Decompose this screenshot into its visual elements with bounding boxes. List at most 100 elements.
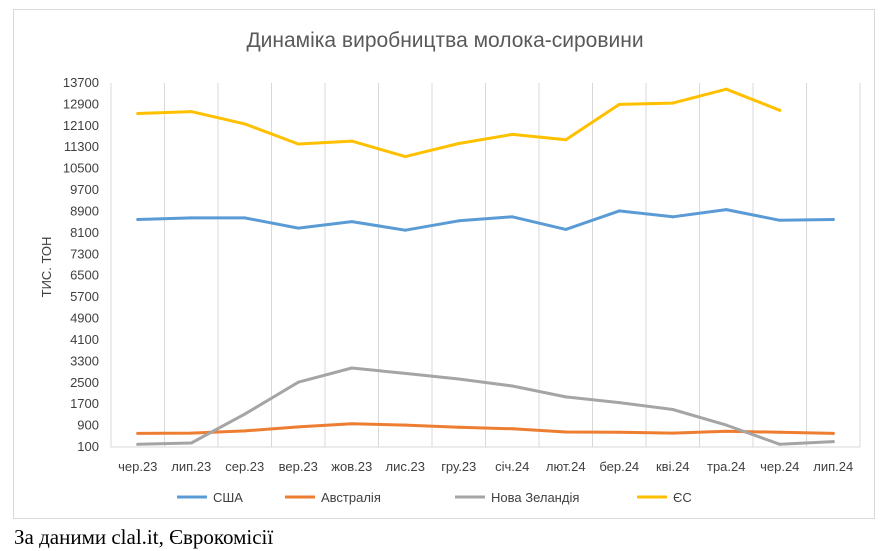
- series-line-eu: [136, 87, 782, 159]
- data-point-usa: [617, 209, 621, 213]
- legend: США Австралія Нова Зеландія ЄС: [177, 490, 692, 505]
- data-point-new-zealand: [457, 377, 461, 381]
- data-point-new-zealand: [724, 423, 728, 427]
- data-point-australia: [617, 430, 621, 434]
- legend-item: ЄС: [637, 490, 692, 505]
- data-point-usa: [564, 227, 568, 231]
- data-point-usa: [243, 216, 247, 220]
- data-point-australia: [189, 431, 193, 435]
- data-point-usa: [189, 216, 193, 220]
- x-tick-label: кві.24: [656, 459, 690, 474]
- data-point-australia: [724, 429, 728, 433]
- y-tick-label: 2500: [70, 375, 99, 390]
- data-point-eu: [617, 102, 621, 106]
- data-point-australia: [296, 425, 300, 429]
- data-point-usa: [403, 228, 407, 232]
- data-point-usa: [724, 208, 728, 212]
- data-point-eu: [350, 139, 354, 143]
- data-point-usa: [831, 218, 835, 221]
- data-point-australia: [831, 431, 835, 435]
- x-tick-label: лип.24: [813, 459, 853, 474]
- data-point-eu: [189, 110, 193, 114]
- series-line-new-zealand: [136, 366, 835, 446]
- data-point-eu: [457, 141, 461, 145]
- y-tick-label: 7300: [70, 246, 99, 261]
- data-point-eu: [671, 101, 675, 105]
- data-point-new-zealand: [617, 401, 621, 405]
- chart-frame: Динаміка виробництва молока-сировини ТИС…: [13, 9, 875, 519]
- x-axis-ticks: чер.23 лип.23 сер.23 вер.23 жов.23 лис.23 гру.…: [118, 459, 853, 474]
- data-point-new-zealand: [831, 440, 835, 444]
- data-point-australia: [510, 427, 514, 431]
- grid-layer: [110, 83, 861, 448]
- x-tick-label: лип.23: [171, 459, 211, 474]
- data-point-usa: [136, 218, 140, 221]
- x-tick-label: вер.23: [279, 459, 318, 474]
- legend-label: США: [213, 490, 243, 505]
- data-point-eu: [403, 155, 407, 159]
- x-tick-label: чер.23: [118, 459, 157, 474]
- legend-label: Австралія: [321, 490, 381, 505]
- series-eu: [136, 87, 782, 159]
- data-point-australia: [457, 425, 461, 429]
- y-tick-label: 11300: [64, 139, 99, 154]
- series-usa: [136, 208, 835, 232]
- series-line-australia: [136, 422, 835, 435]
- data-point-new-zealand: [296, 380, 300, 384]
- data-point-australia: [564, 430, 568, 434]
- y-tick-label: 12900: [63, 96, 99, 111]
- y-tick-label: 1700: [70, 396, 99, 411]
- data-point-new-zealand: [510, 384, 514, 388]
- data-point-usa: [296, 226, 300, 230]
- chart-title: Динаміка виробництва молока-сировини: [246, 29, 643, 52]
- series-layer: [136, 87, 835, 446]
- data-point-new-zealand: [350, 366, 354, 370]
- y-tick-label: 4100: [70, 332, 99, 347]
- data-point-australia: [778, 430, 782, 434]
- data-point-eu: [778, 108, 782, 112]
- data-point-new-zealand: [243, 412, 247, 416]
- y-tick-label: 900: [77, 418, 99, 433]
- legend-item: Нова Зеландія: [455, 490, 579, 505]
- series-australia: [136, 422, 835, 435]
- data-point-eu: [724, 87, 728, 91]
- data-point-eu: [510, 132, 514, 136]
- data-point-eu: [296, 142, 300, 146]
- data-point-new-zealand: [189, 441, 193, 445]
- data-point-australia: [403, 423, 407, 427]
- y-tick-label: 5700: [70, 289, 99, 304]
- y-tick-label: 8900: [70, 203, 99, 218]
- y-axis-ticks: 100 900 1700 2500 3300 4100 4900 5700 6500 7300 81…: [63, 75, 99, 454]
- legend-item: Австралія: [285, 490, 381, 505]
- y-tick-label: 100: [77, 439, 99, 454]
- y-tick-label: 9700: [70, 182, 99, 197]
- line-chart: Динаміка виробництва молока-сировини ТИС…: [39, 29, 861, 505]
- data-point-usa: [778, 218, 782, 222]
- data-point-usa: [671, 215, 675, 219]
- legend-label: ЄС: [673, 490, 692, 505]
- x-tick-label: тра.24: [707, 459, 746, 474]
- data-point-eu: [564, 138, 568, 142]
- x-tick-label: чер.24: [760, 459, 799, 474]
- series-line-usa: [136, 208, 835, 232]
- data-point-new-zealand: [403, 371, 407, 375]
- data-point-eu: [136, 112, 140, 116]
- x-tick-label: бер.24: [599, 459, 639, 474]
- x-tick-label: сер.23: [225, 459, 264, 474]
- data-point-australia: [350, 422, 354, 426]
- data-point-new-zealand: [671, 408, 675, 412]
- y-tick-label: 6500: [70, 268, 99, 283]
- y-tick-label: 3300: [70, 353, 99, 368]
- data-point-usa: [350, 220, 354, 224]
- y-tick-label: 13700: [63, 75, 99, 90]
- data-point-australia: [136, 431, 140, 435]
- y-tick-label: 8100: [70, 225, 99, 240]
- x-tick-label: лис.23: [386, 459, 425, 474]
- legend-item: США: [177, 490, 243, 505]
- x-tick-label: лют.24: [546, 459, 586, 474]
- data-point-australia: [671, 431, 675, 435]
- source-note: За даними clal.it, Єврокомісії: [14, 525, 274, 549]
- data-point-australia: [243, 429, 247, 433]
- series-new-zealand: [136, 366, 835, 446]
- y-tick-label: 10500: [63, 161, 99, 176]
